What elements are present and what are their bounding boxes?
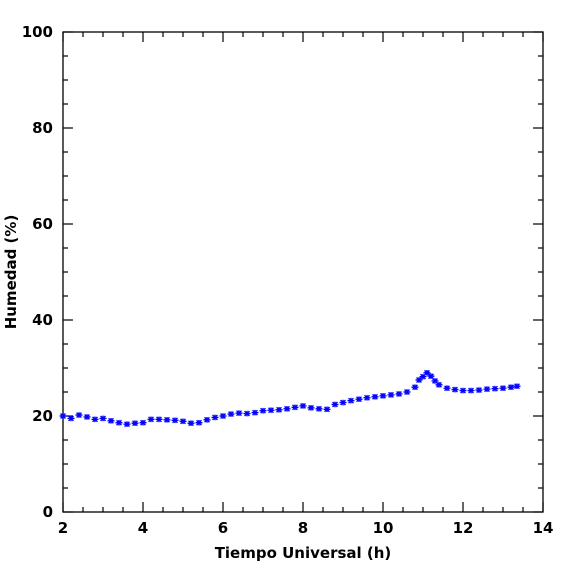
y-axis-title: Humedad (%): [2, 215, 20, 330]
data-point: [307, 404, 315, 411]
data-point: [115, 419, 123, 426]
data-point: [283, 405, 291, 412]
x-tick-label: 2: [58, 519, 68, 537]
data-point: [171, 417, 179, 424]
x-tick-label: 10: [373, 519, 394, 537]
data-point: [459, 387, 467, 394]
data-point: [355, 396, 363, 403]
data-point: [315, 405, 323, 412]
data-point: [275, 406, 283, 413]
plot-frame: [62, 31, 544, 513]
data-point: [203, 416, 211, 423]
data-point: [131, 420, 139, 427]
data-point: [251, 409, 259, 416]
y-tick-label: 20: [32, 407, 53, 425]
data-point: [243, 410, 251, 417]
data-point: [331, 401, 339, 408]
data-point: [379, 392, 387, 399]
data-point: [227, 411, 235, 418]
data-point: [83, 414, 91, 420]
data-point: [491, 385, 499, 392]
data-point: [347, 397, 355, 404]
data-point: [475, 387, 483, 394]
data-point: [163, 416, 171, 423]
data-point: [371, 393, 379, 400]
data-point: [235, 410, 243, 417]
x-tick-label: 12: [453, 519, 474, 537]
data-point: [59, 413, 67, 419]
data-point: [499, 385, 507, 392]
data-point: [467, 387, 475, 394]
y-tick-label: 40: [32, 311, 53, 329]
data-point: [427, 373, 435, 380]
data-point: [91, 416, 99, 423]
data-point: [195, 419, 203, 426]
data-point: [483, 386, 491, 393]
data-point: [211, 414, 219, 421]
x-axis-title: Tiempo Universal (h): [215, 544, 392, 562]
y-tick-label: 60: [32, 215, 53, 233]
data-point: [75, 412, 83, 418]
y-tick-label: 0: [43, 503, 53, 521]
data-point: [363, 394, 371, 401]
data-point: [451, 386, 459, 393]
y-tick-label: 100: [22, 23, 53, 41]
data-point: [187, 420, 195, 427]
data-point: [299, 402, 307, 409]
data-point: [179, 418, 187, 425]
data-point: [339, 399, 347, 406]
x-tick-label: 8: [298, 519, 308, 537]
data-point: [395, 390, 403, 397]
data-point: [267, 407, 275, 414]
data-point: [435, 381, 443, 388]
data-point: [507, 384, 515, 391]
data-point: [513, 383, 521, 390]
x-tick-label: 6: [218, 519, 228, 537]
data-point: [107, 417, 115, 424]
data-point: [139, 419, 147, 426]
data-point: [123, 421, 131, 428]
data-point: [67, 415, 75, 422]
data-point: [443, 385, 451, 392]
data-point: [291, 404, 299, 411]
data-point: [403, 389, 411, 395]
data-point: [387, 391, 395, 398]
x-tick-label: 14: [533, 519, 554, 537]
x-tick-label: 4: [138, 519, 148, 537]
data-point: [219, 413, 227, 419]
y-tick-label: 80: [32, 119, 53, 137]
data-point: [155, 416, 163, 423]
data-point: [411, 384, 419, 391]
data-point: [323, 406, 331, 413]
data-point: [259, 407, 267, 414]
data-point: [99, 415, 107, 422]
data-point: [147, 416, 155, 423]
